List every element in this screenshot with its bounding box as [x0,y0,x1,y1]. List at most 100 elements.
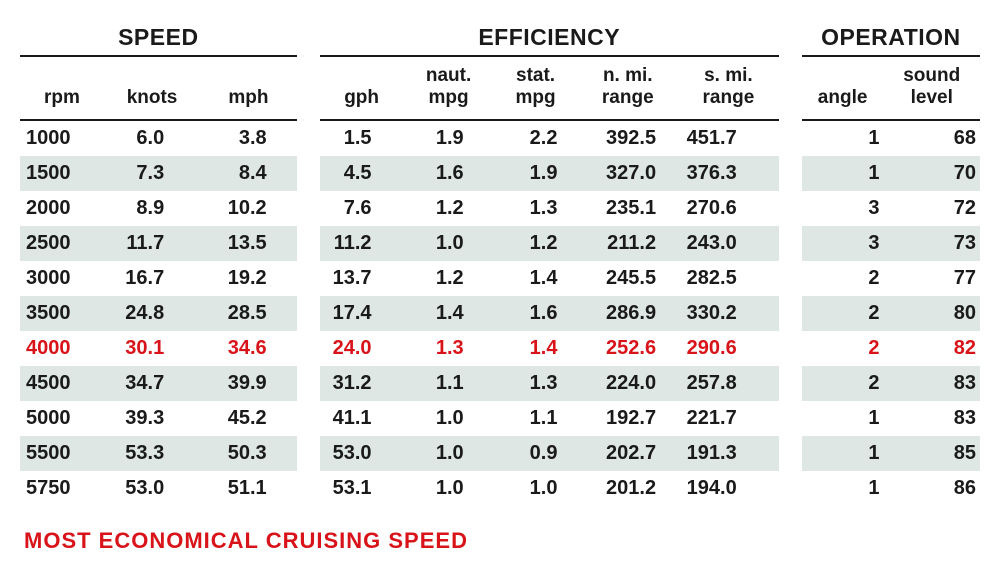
cell-mph: 28.5 [200,296,296,331]
cell-nmi_range: 192.7 [577,401,678,436]
cell-mph: 19.2 [200,261,296,296]
cell-mph: 3.8 [200,120,296,156]
col-sound-level: sound level [883,56,980,120]
cell-rpm: 2000 [20,191,104,226]
cell-sound_level: 82 [883,331,980,366]
cell-stat_mpg: 1.1 [494,401,578,436]
cell-stat_mpg: 2.2 [494,120,578,156]
gap [779,296,802,331]
cell-nmi_range: 392.5 [577,120,678,156]
cell-sound_level: 83 [883,401,980,436]
cell-naut_mpg: 1.1 [404,366,494,401]
cell-gph: 17.4 [320,296,404,331]
table-row: 550053.350.353.01.00.9202.7191.3185 [20,436,980,471]
cell-sound_level: 70 [883,156,980,191]
gap [297,471,320,506]
cell-nmi_range: 202.7 [577,436,678,471]
cell-angle: 2 [802,296,884,331]
cell-stat_mpg: 1.6 [494,296,578,331]
cell-sound_level: 80 [883,296,980,331]
cell-nmi_range: 224.0 [577,366,678,401]
cell-rpm: 5000 [20,401,104,436]
gap [297,261,320,296]
cell-angle: 2 [802,331,884,366]
cell-gph: 13.7 [320,261,404,296]
gap [297,24,320,56]
cell-gph: 1.5 [320,120,404,156]
gap [297,296,320,331]
cell-naut_mpg: 1.6 [404,156,494,191]
group-header-row: SPEED EFFICIENCY OPERATION [20,24,980,56]
cell-angle: 2 [802,366,884,401]
cell-knots: 30.1 [104,331,200,366]
col-rpm: rpm [20,56,104,120]
cell-naut_mpg: 1.0 [404,226,494,261]
cell-naut_mpg: 1.4 [404,296,494,331]
cell-naut_mpg: 1.9 [404,120,494,156]
cell-smi_range: 451.7 [678,120,779,156]
table-row: 350024.828.517.41.41.6286.9330.2280 [20,296,980,331]
cell-gph: 24.0 [320,331,404,366]
table-row: 10006.03.81.51.92.2392.5451.7168 [20,120,980,156]
gap [779,120,802,156]
cell-stat_mpg: 1.2 [494,226,578,261]
cell-nmi_range: 252.6 [577,331,678,366]
cell-rpm: 1000 [20,120,104,156]
cell-naut_mpg: 1.0 [404,401,494,436]
table-row: 450034.739.931.21.11.3224.0257.8283 [20,366,980,401]
group-operation: OPERATION [802,24,980,56]
table-row: 575053.051.153.11.01.0201.2194.0186 [20,471,980,506]
gap [779,56,802,120]
cell-gph: 31.2 [320,366,404,401]
cell-angle: 1 [802,436,884,471]
table-row: 300016.719.213.71.21.4245.5282.5277 [20,261,980,296]
table-row: 500039.345.241.11.01.1192.7221.7183 [20,401,980,436]
cell-stat_mpg: 1.4 [494,261,578,296]
cell-smi_range: 282.5 [678,261,779,296]
cell-smi_range: 194.0 [678,471,779,506]
cell-smi_range: 330.2 [678,296,779,331]
gap [297,331,320,366]
gap [779,226,802,261]
cell-mph: 8.4 [200,156,296,191]
cell-rpm: 2500 [20,226,104,261]
cell-knots: 7.3 [104,156,200,191]
cell-angle: 1 [802,401,884,436]
gap [297,226,320,261]
cell-gph: 53.1 [320,471,404,506]
gap [297,156,320,191]
cell-rpm: 3000 [20,261,104,296]
cell-mph: 10.2 [200,191,296,226]
cell-rpm: 3500 [20,296,104,331]
gap [779,331,802,366]
gap [297,436,320,471]
gap [297,120,320,156]
cell-smi_range: 257.8 [678,366,779,401]
col-naut-mpg: naut. mpg [404,56,494,120]
cell-nmi_range: 211.2 [577,226,678,261]
cell-nmi_range: 245.5 [577,261,678,296]
cell-mph: 39.9 [200,366,296,401]
cell-angle: 3 [802,226,884,261]
cell-knots: 34.7 [104,366,200,401]
cell-naut_mpg: 1.0 [404,471,494,506]
gap [779,24,802,56]
gap [297,401,320,436]
table-row: 400030.134.624.01.31.4252.6290.6282 [20,331,980,366]
cell-naut_mpg: 1.2 [404,261,494,296]
cell-angle: 1 [802,120,884,156]
cell-angle: 3 [802,191,884,226]
col-stat-mpg: stat. mpg [494,56,578,120]
gap [297,366,320,401]
col-gph: gph [320,56,404,120]
cell-sound_level: 72 [883,191,980,226]
cell-gph: 7.6 [320,191,404,226]
gap [297,191,320,226]
gap [297,56,320,120]
cell-stat_mpg: 1.3 [494,191,578,226]
cell-knots: 53.0 [104,471,200,506]
gap [779,156,802,191]
cell-naut_mpg: 1.0 [404,436,494,471]
cell-smi_range: 191.3 [678,436,779,471]
cell-knots: 16.7 [104,261,200,296]
